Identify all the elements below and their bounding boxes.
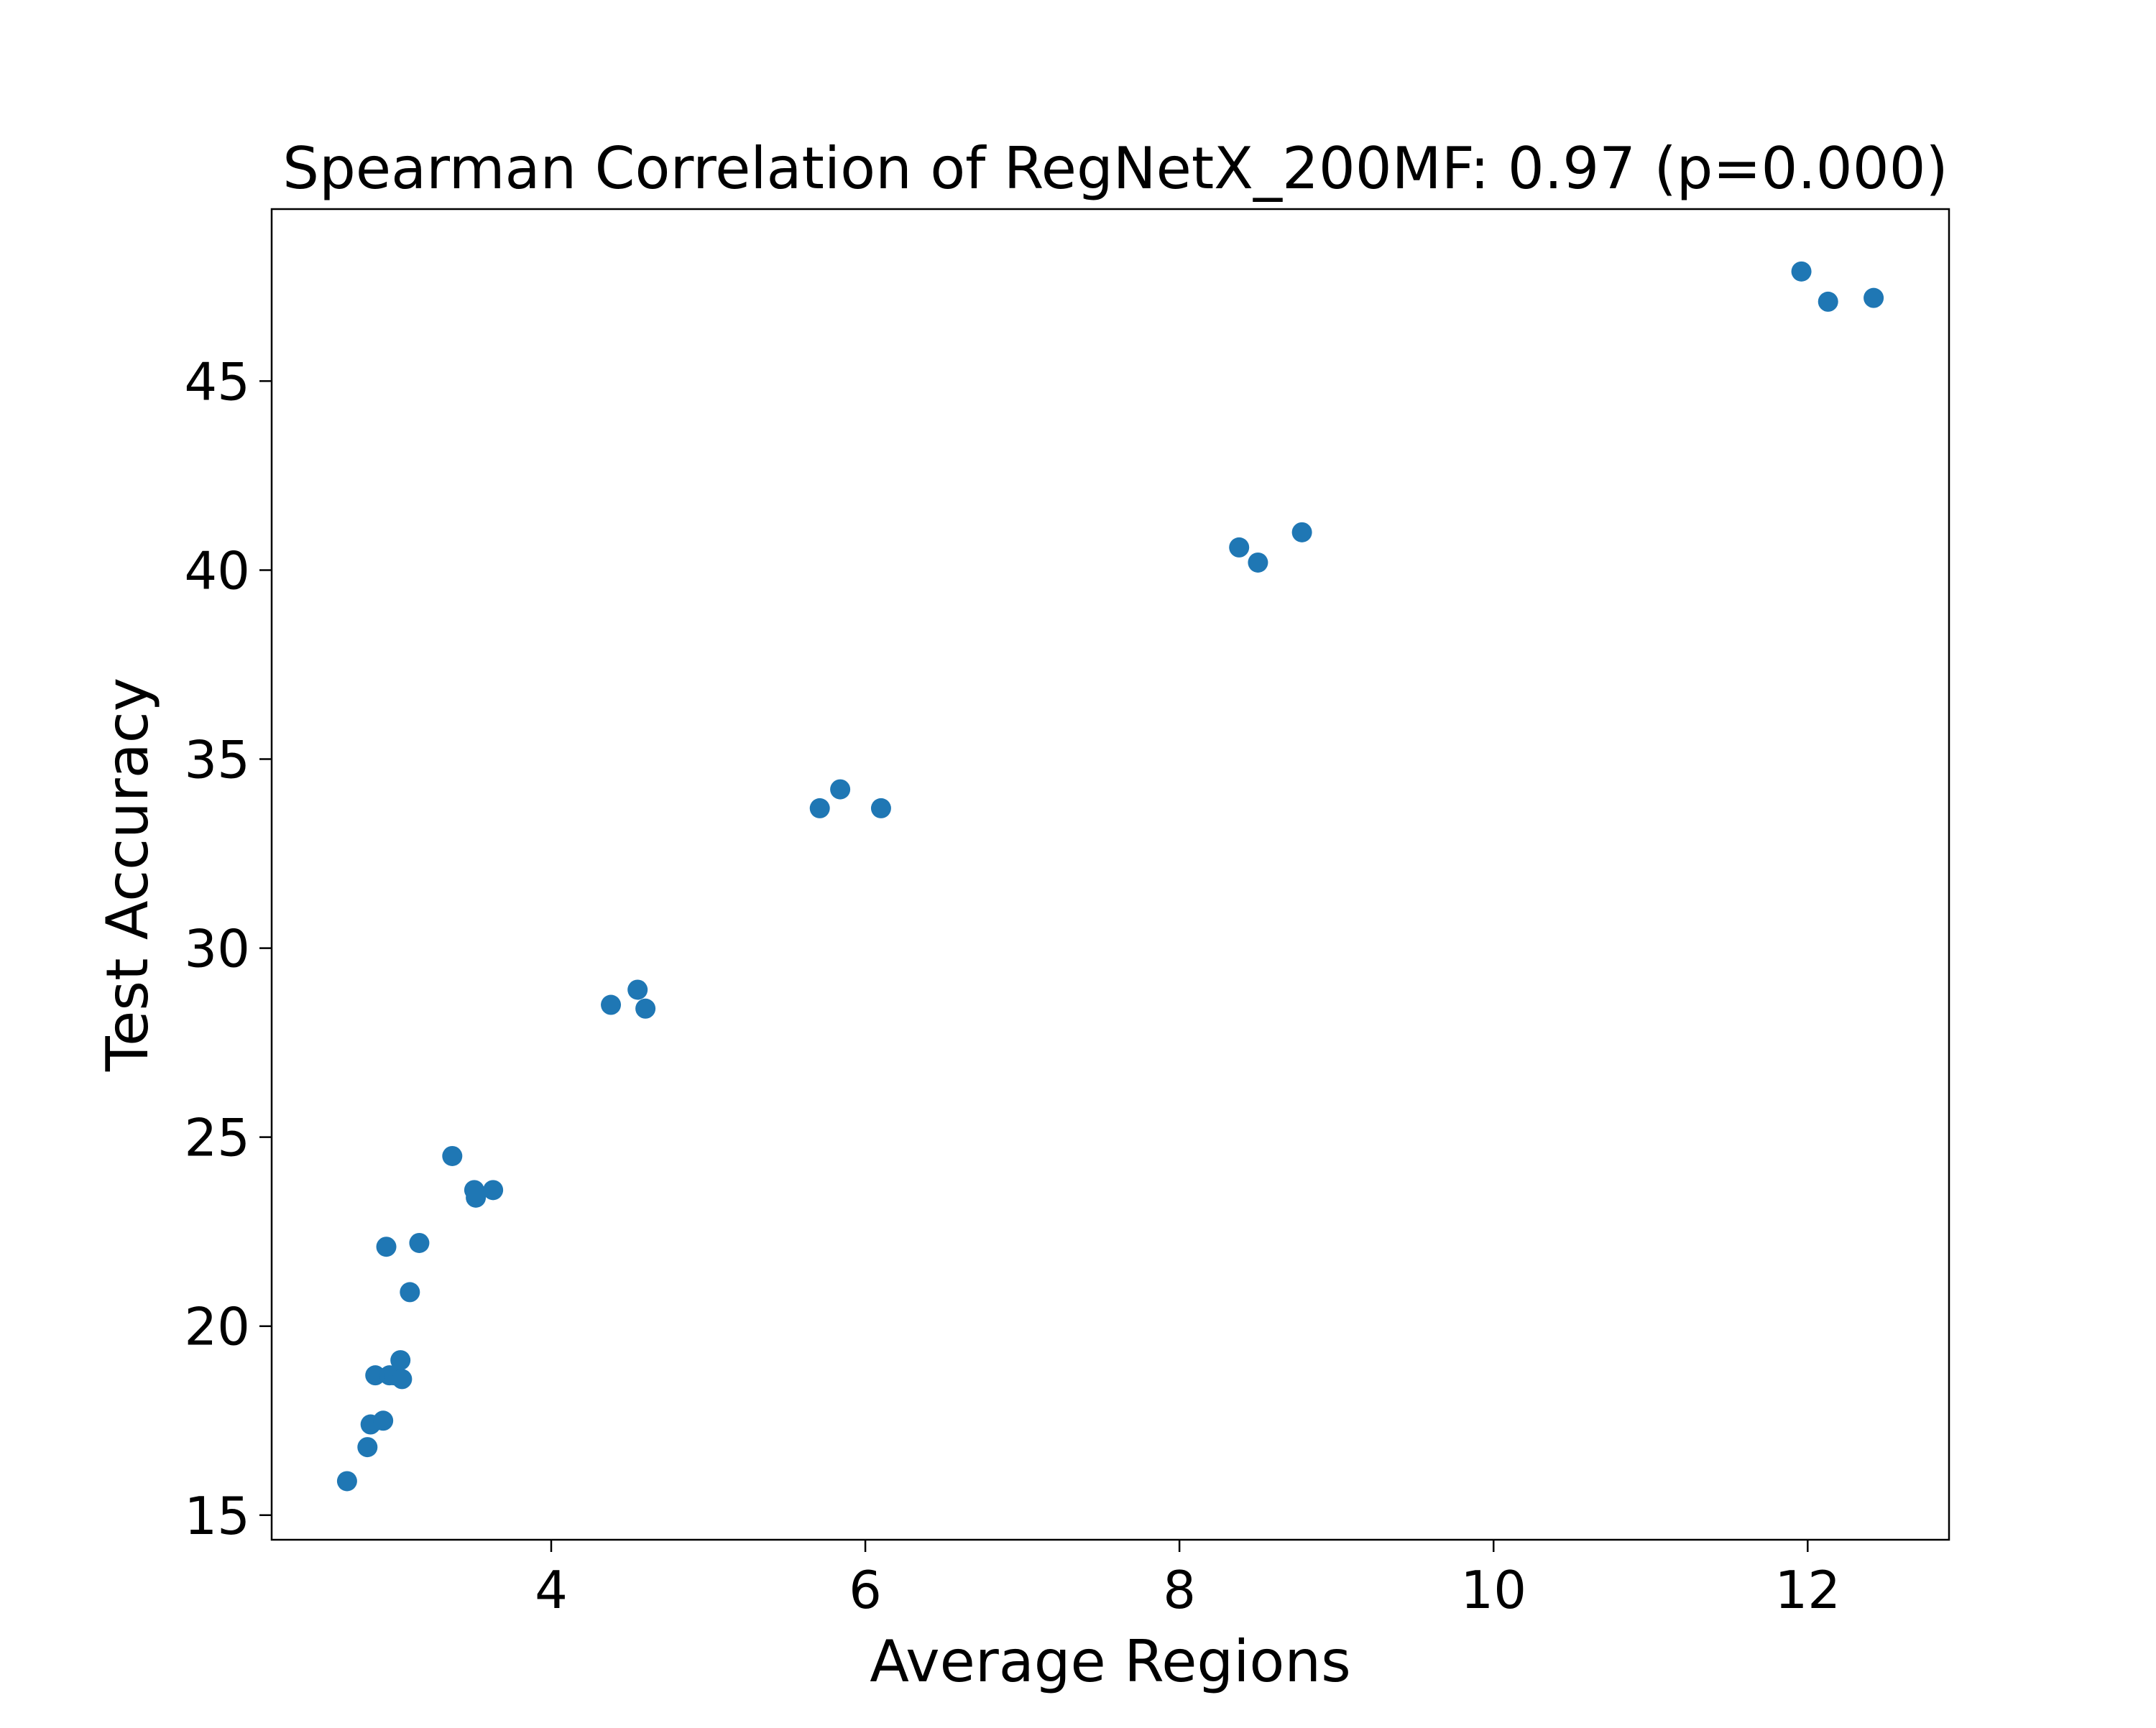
data-points bbox=[336, 261, 1884, 1492]
y-tick-label: 25 bbox=[184, 1108, 250, 1168]
scatter-point bbox=[357, 1437, 378, 1458]
scatter-point bbox=[830, 779, 851, 800]
x-tick-label: 4 bbox=[535, 1560, 568, 1620]
scatter-point bbox=[1791, 261, 1812, 282]
scatter-point bbox=[365, 1365, 386, 1386]
scatter-point bbox=[466, 1187, 487, 1208]
scatter-point bbox=[336, 1471, 357, 1492]
x-tick-label: 8 bbox=[1163, 1560, 1196, 1620]
x-tick-label: 6 bbox=[849, 1560, 882, 1620]
x-tick-label: 12 bbox=[1775, 1560, 1841, 1620]
scatter-point bbox=[442, 1145, 463, 1166]
y-tick-label: 40 bbox=[184, 540, 250, 601]
y-tick-label: 15 bbox=[184, 1486, 250, 1546]
scatter-point bbox=[1248, 552, 1268, 573]
plot-area-frame bbox=[270, 208, 1950, 1541]
scatter-point bbox=[390, 1350, 411, 1371]
y-axis-label: Test Accuracy bbox=[94, 678, 161, 1072]
x-axis-label: Average Regions bbox=[870, 1628, 1351, 1695]
x-tick-label: 10 bbox=[1460, 1560, 1526, 1620]
chart-title: Spearman Correlation of RegNetX_200MF: 0… bbox=[282, 135, 1948, 202]
scatter-point bbox=[809, 798, 830, 818]
scatter-point bbox=[1229, 537, 1250, 558]
scatter-point bbox=[483, 1180, 504, 1201]
scatter-point bbox=[1818, 291, 1838, 312]
axis-ticks: 4 6 8 10 12 15 20 25 30 35 40 45 bbox=[184, 351, 1841, 1620]
y-tick-label: 45 bbox=[184, 351, 250, 412]
scatter-point bbox=[409, 1232, 430, 1253]
scatter-point bbox=[376, 1237, 397, 1257]
scatter-point bbox=[1864, 287, 1884, 308]
scatter-point bbox=[373, 1410, 394, 1431]
y-tick-label: 30 bbox=[184, 919, 250, 979]
y-tick-label: 35 bbox=[184, 730, 250, 790]
scatter-point bbox=[627, 979, 648, 1000]
scatter-point bbox=[400, 1282, 420, 1303]
scatter-point bbox=[601, 994, 622, 1015]
scatter-point bbox=[635, 998, 656, 1019]
scatter-point bbox=[392, 1369, 413, 1390]
scatter-point bbox=[870, 798, 891, 818]
scatter-point bbox=[1291, 522, 1312, 542]
y-tick-label: 20 bbox=[184, 1297, 250, 1357]
